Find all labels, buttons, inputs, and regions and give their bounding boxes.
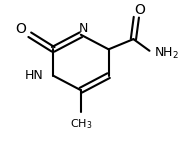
Text: O: O [15, 22, 26, 36]
Text: CH$_3$: CH$_3$ [70, 117, 92, 131]
Text: NH$_2$: NH$_2$ [154, 46, 179, 61]
Text: N: N [79, 22, 88, 35]
Text: HN: HN [25, 69, 44, 82]
Text: O: O [134, 3, 145, 17]
